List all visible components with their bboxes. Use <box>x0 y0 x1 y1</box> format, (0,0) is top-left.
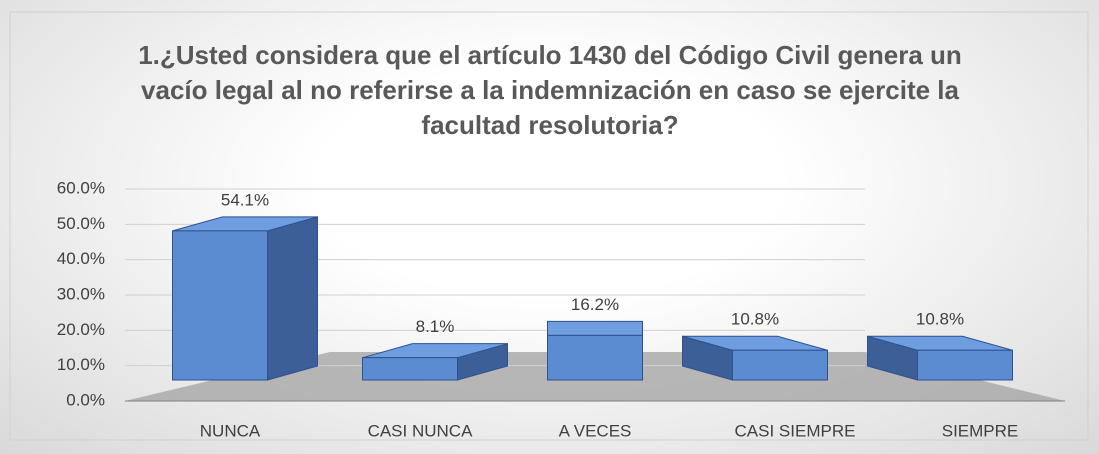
bar-face <box>732 349 828 381</box>
x-tick-label: A VECES <box>559 421 632 440</box>
bar <box>547 320 643 381</box>
x-tick-label: CASI SIEMPRE <box>735 421 856 440</box>
bar-face <box>362 357 458 381</box>
bar <box>867 335 1013 381</box>
x-tick-label: CASI NUNCA <box>368 421 474 440</box>
y-tick-label: 30.0% <box>57 284 105 303</box>
bar-face <box>172 230 268 381</box>
bar-face <box>917 349 1013 381</box>
data-label: 54.1% <box>221 190 269 209</box>
chart-title: 1.¿Usted considera que el artículo 1430 … <box>138 40 962 140</box>
y-tick-label: 20.0% <box>57 320 105 339</box>
data-label: 10.8% <box>731 310 779 329</box>
data-label: 10.8% <box>916 310 964 329</box>
bar-face <box>547 334 643 381</box>
x-tick-label: SIEMPRE <box>942 421 1019 440</box>
y-tick-label: 40.0% <box>57 249 105 268</box>
bar <box>362 343 508 381</box>
chart-border <box>9 11 1089 441</box>
bar <box>172 216 318 381</box>
bar-face <box>547 320 643 336</box>
data-label: 8.1% <box>416 317 455 336</box>
x-tick-label: NUNCA <box>200 421 261 440</box>
y-tick-label: 50.0% <box>57 214 105 233</box>
data-label: 16.2% <box>571 295 619 314</box>
y-tick-label: 10.0% <box>57 355 105 374</box>
y-tick-label: 0.0% <box>66 390 105 409</box>
bar <box>682 335 828 381</box>
bar-face <box>267 216 318 381</box>
y-tick-label: 60.0% <box>57 178 105 197</box>
